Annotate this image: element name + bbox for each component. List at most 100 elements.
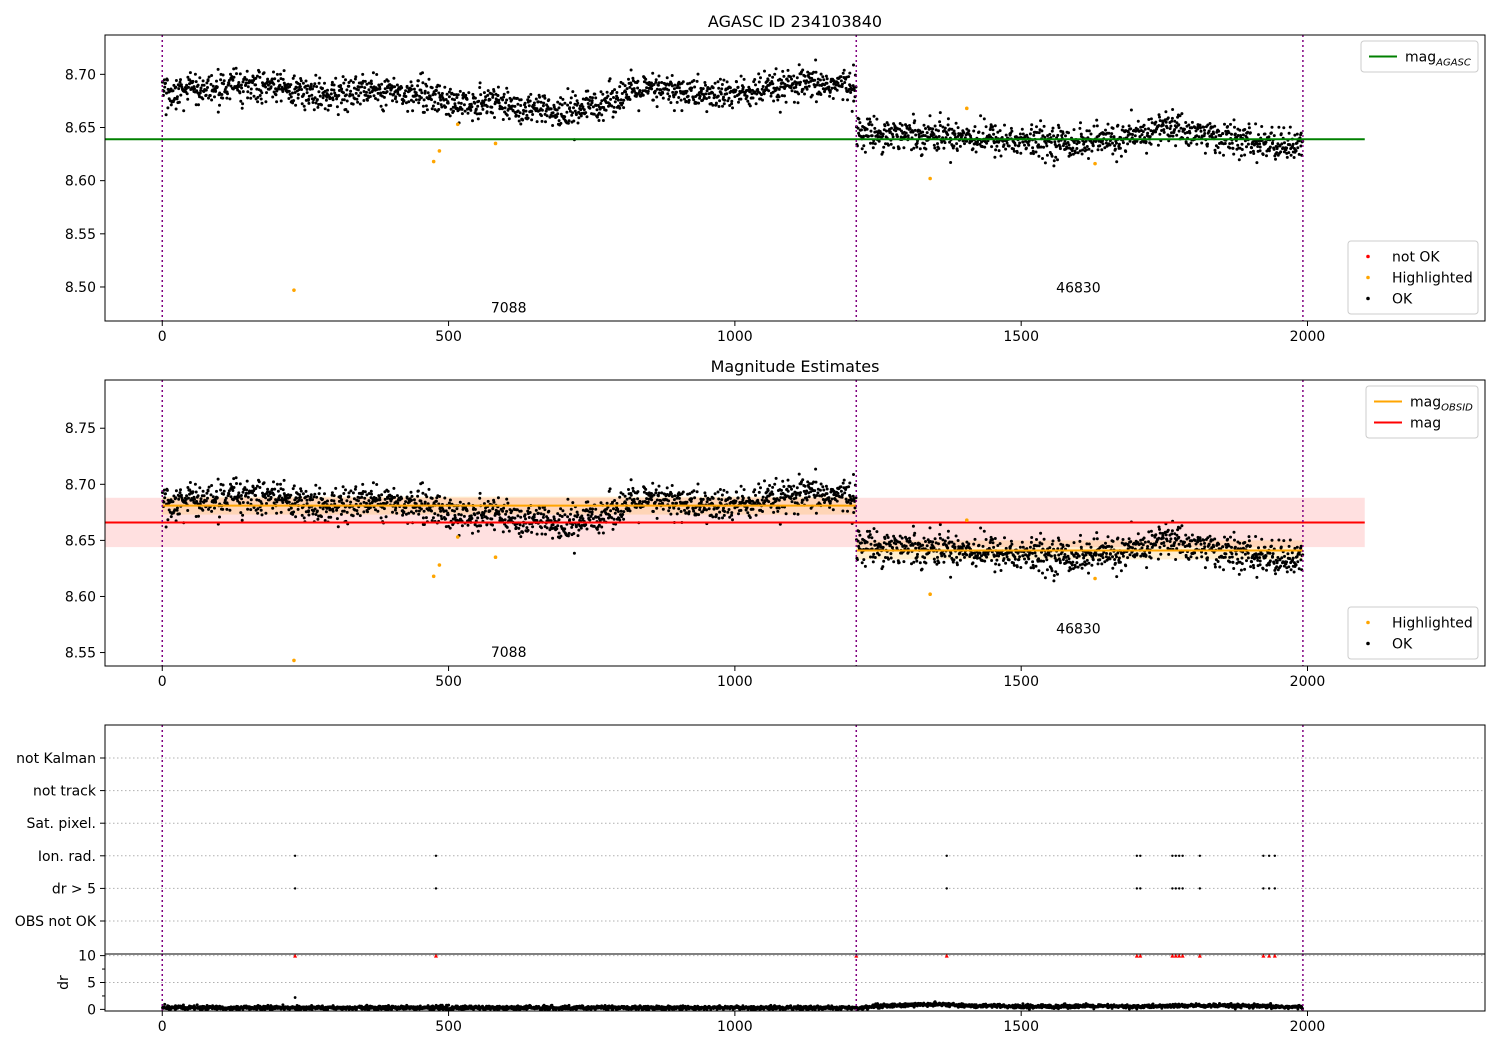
ok-point <box>380 493 384 497</box>
ok-point <box>805 87 809 91</box>
ok-point <box>386 79 390 83</box>
ok-point <box>457 101 461 105</box>
ok-point <box>1021 132 1025 136</box>
ok-point <box>938 536 942 540</box>
ok-point <box>1085 558 1089 562</box>
ok-point <box>1144 140 1148 144</box>
ok-point <box>421 481 424 485</box>
ok-point <box>1116 123 1120 127</box>
ok-point <box>839 485 843 489</box>
ok-point <box>1291 142 1295 146</box>
ok-point <box>261 491 264 495</box>
ok-point <box>299 77 303 80</box>
ok-point <box>621 101 625 105</box>
ok-point <box>654 78 658 82</box>
ok-point <box>931 540 935 544</box>
ok-point <box>611 89 614 93</box>
ok-point <box>330 80 334 84</box>
ok-point <box>1089 132 1093 136</box>
ok-point <box>921 543 925 547</box>
ok-point <box>586 500 590 504</box>
ok-point <box>379 104 383 108</box>
ok-point <box>536 100 540 104</box>
ok-point <box>979 526 983 530</box>
ok-point <box>1067 557 1071 561</box>
ok-point <box>525 113 529 117</box>
ok-point <box>873 142 877 146</box>
ok-point <box>1145 566 1149 570</box>
ok-point <box>783 94 786 98</box>
ok-point <box>1190 120 1194 124</box>
ok-point <box>577 116 581 120</box>
ok-point <box>946 529 950 533</box>
ok-point <box>218 515 221 519</box>
ok-point <box>904 131 908 135</box>
ok-point <box>431 516 435 520</box>
ok-point <box>465 509 469 513</box>
ok-point <box>291 91 294 95</box>
ok-point <box>361 72 365 76</box>
ok-point <box>886 123 890 127</box>
ok-point <box>835 88 839 92</box>
ok-point <box>229 84 233 88</box>
ok-point <box>757 72 761 76</box>
ok-point <box>334 486 338 490</box>
ok-point <box>279 72 282 76</box>
ok-point <box>612 96 615 99</box>
ok-point <box>188 82 191 86</box>
ok-point <box>614 110 618 114</box>
ok-point <box>675 86 679 90</box>
ok-point <box>347 495 351 499</box>
ok-point <box>320 103 323 107</box>
ok-point <box>739 508 743 512</box>
ok-point <box>684 99 688 103</box>
ok-point <box>841 509 845 513</box>
ok-point <box>713 93 717 97</box>
ok-point <box>1018 545 1022 549</box>
ok-point <box>937 129 940 133</box>
panel-title: AGASC ID 234103840 <box>708 12 882 31</box>
ok-point <box>722 506 725 510</box>
ok-point <box>780 488 783 492</box>
ok-point <box>797 472 801 476</box>
ok-point <box>1089 545 1093 549</box>
ok-point <box>1240 148 1244 151</box>
ok-point <box>320 515 323 519</box>
ok-point <box>556 112 560 116</box>
ok-point <box>1149 117 1153 121</box>
ok-point <box>760 498 764 502</box>
ok-point <box>767 89 771 93</box>
ok-point <box>1009 126 1013 130</box>
ok-point <box>726 99 730 103</box>
ok-point <box>312 108 316 112</box>
ok-point <box>394 506 398 510</box>
ok-point <box>677 496 681 500</box>
ok-point <box>915 145 919 149</box>
ok-point <box>572 551 576 555</box>
ok-point <box>571 501 575 505</box>
ok-point <box>704 83 707 87</box>
ok-point <box>571 523 575 527</box>
ok-point <box>555 108 559 112</box>
ok-point <box>400 86 404 90</box>
ok-point <box>877 553 881 557</box>
ok-point <box>1057 538 1061 542</box>
ok-point <box>1052 574 1056 577</box>
ok-point <box>222 82 226 86</box>
ok-point <box>933 537 937 541</box>
ok-point <box>1213 151 1217 155</box>
ok-point <box>636 490 640 494</box>
ok-point <box>1044 555 1048 559</box>
ok-point <box>502 506 506 510</box>
ok-point <box>574 525 578 529</box>
ok-point <box>985 555 989 559</box>
ok-point <box>853 89 857 92</box>
ok-point <box>974 150 978 154</box>
ok-point <box>308 87 312 91</box>
ok-point <box>1141 543 1145 547</box>
ok-point <box>717 497 721 501</box>
ok-point <box>516 102 520 106</box>
ok-point <box>162 89 166 93</box>
ok-point <box>329 104 333 107</box>
